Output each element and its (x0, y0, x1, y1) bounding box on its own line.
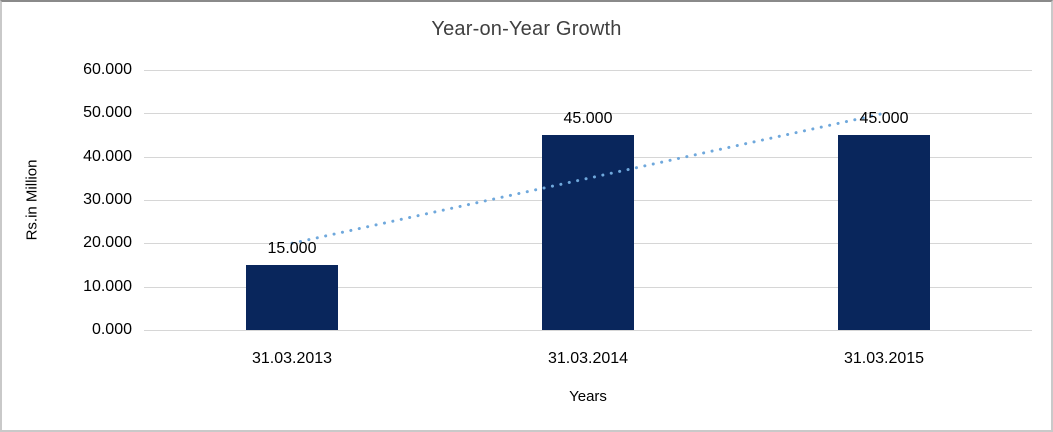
gridline (144, 330, 1032, 331)
x-tick-label: 31.03.2014 (547, 350, 629, 367)
y-tick-label: 50.000 (83, 104, 132, 122)
bar (838, 135, 930, 330)
x-tick-label: 31.03.2013 (251, 350, 333, 367)
chart-title: Year-on-Year Growth (431, 18, 622, 40)
y-tick-label: 40.000 (83, 147, 132, 165)
bar (542, 135, 634, 330)
y-tick-label: 30.000 (83, 191, 132, 208)
bar-data-label: 45.000 (859, 110, 909, 127)
y-tick-label: 60.000 (83, 61, 132, 78)
y-tick-label: 20.000 (83, 234, 132, 252)
y-tick-label: 0.000 (91, 321, 132, 338)
bar-data-label: 45.000 (563, 110, 613, 127)
gridline (144, 70, 1032, 71)
x-tick-label: 31.03.2015 (843, 350, 925, 367)
bar-data-label: 15.000 (267, 240, 317, 257)
y-tick-label: 10.000 (83, 277, 132, 295)
x-axis-title: Years (569, 388, 607, 405)
bar (246, 265, 338, 330)
